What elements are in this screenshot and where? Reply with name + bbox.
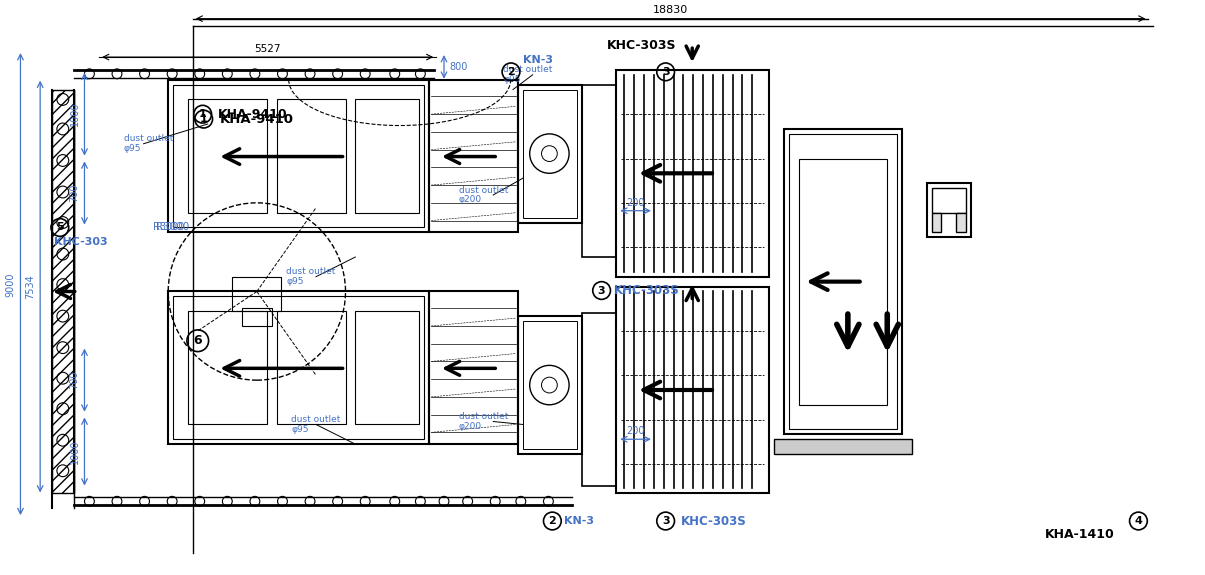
Bar [169,80,429,232]
Bar [617,70,769,277]
Text: R3000: R3000 [153,223,184,232]
Text: KHC-303: KHC-303 [54,237,107,247]
Text: R3000: R3000 [157,223,189,232]
Text: 1: 1 [200,114,207,124]
Text: KN-3: KN-3 [523,55,553,65]
Bar [233,277,282,311]
Text: KHC-303S: KHC-303S [681,515,746,527]
Bar [277,311,346,424]
Text: KHC-303S: KHC-303S [613,284,680,297]
Text: φ95: φ95 [292,425,308,434]
Text: KN-3: KN-3 [564,516,594,526]
Text: dust outlet: dust outlet [459,412,509,421]
Bar [617,286,769,493]
Text: 1000: 1000 [70,102,80,126]
Text: 3: 3 [662,516,670,526]
Bar [174,85,424,228]
Text: KHA-9410: KHA-9410 [219,113,294,125]
Text: 3: 3 [662,67,670,77]
Bar [518,85,582,223]
Text: dust outlet: dust outlet [504,66,552,74]
Text: 1: 1 [199,109,206,119]
Bar [174,297,424,439]
Bar [799,159,887,405]
Text: φ200: φ200 [459,196,482,204]
Text: 9000: 9000 [6,273,16,297]
Text: φ200: φ200 [459,422,482,431]
Bar [582,85,617,257]
Bar [52,90,74,493]
Text: 800: 800 [449,62,468,72]
Text: dust outlet: dust outlet [287,267,336,277]
Bar [931,188,966,213]
Text: 1000: 1000 [70,440,80,464]
Text: 2: 2 [507,67,515,77]
Text: 4: 4 [1134,516,1142,526]
Text: 700: 700 [70,184,80,202]
Bar [774,439,912,454]
Bar [931,213,941,232]
Text: 200: 200 [625,426,645,436]
Bar [355,311,419,424]
Text: 200: 200 [625,198,645,208]
Text: 7534: 7534 [25,274,35,299]
Text: dust outlet: dust outlet [459,186,509,194]
Bar [169,292,429,444]
Text: φ95: φ95 [124,144,141,153]
Text: dust outlet: dust outlet [292,415,341,424]
Text: 5: 5 [57,223,64,232]
Bar [523,90,577,217]
Bar [188,311,266,424]
Text: 700: 700 [70,371,80,389]
Text: KHA-1410: KHA-1410 [1045,528,1115,541]
Bar [582,313,617,485]
Bar [242,308,271,326]
Bar [429,292,518,444]
Text: 6: 6 [194,334,202,347]
Text: dust outlet: dust outlet [124,135,174,143]
Text: 5527: 5527 [254,44,281,54]
Bar [789,134,897,430]
Bar [518,316,582,454]
Bar [277,99,346,213]
Bar [523,321,577,449]
Text: φ95: φ95 [504,75,521,84]
Text: KHA-9410: KHA-9410 [217,108,287,121]
Text: 18830: 18830 [653,5,688,15]
Bar [429,80,518,232]
Bar [188,99,266,213]
Text: 2: 2 [548,516,557,526]
Text: 3: 3 [598,286,605,296]
Bar [355,99,419,213]
Bar [957,213,966,232]
Bar [927,183,971,237]
Text: KHC-303S: KHC-303S [606,39,676,52]
Text: φ95: φ95 [287,277,304,286]
Bar [783,129,903,434]
